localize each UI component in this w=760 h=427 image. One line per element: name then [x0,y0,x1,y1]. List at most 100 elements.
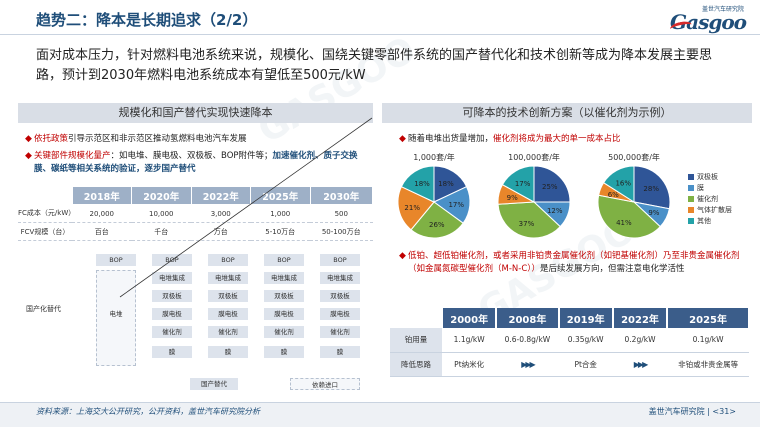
pie-slice [397,186,435,231]
cost-cell: 500 [310,204,373,223]
corner-cell [18,187,72,205]
path-cell: 非铂或非贵金属等 [667,352,749,377]
cell-stack-integration: 电堆集成 [264,272,304,284]
footer-bar [0,402,760,427]
pie-title: 1,000套/年 [413,153,455,162]
pie-data-label: 18% [414,180,430,188]
pie-data-label: 16% [615,179,631,187]
legend-label: 其他 [697,217,711,225]
loading-cell: 0.35g/kW [558,328,613,353]
pie-data-label: 25% [542,183,558,191]
pie-data-label: 28% [643,185,659,193]
year-cell: 2019年 [558,308,614,328]
localization-label: 国产化替代 [26,305,61,313]
year-cell: 2025年 [250,186,311,205]
cost-cell: 3,000 [191,204,251,223]
year-cell: 2000年 [442,308,498,328]
pie-slice [501,165,535,203]
page-number: 盖世汽车研究院 | <31> [648,407,736,416]
legend-item: 催化剂 [688,194,732,205]
volume-row: FCV规模（台） 百台 千台 万台 5-10万台 50-100万台 [18,222,373,241]
legend-label: 气体扩散层 [697,206,732,214]
platinum-loading-row: 铂用量 1.1g/kW 0.6-0.8g/kW 0.35g/kW 0.2g/kW… [390,328,749,353]
left-panel-header: 规模化和国产替代实现快速降本 [18,103,373,123]
volume-cell: 50-100万台 [310,222,373,241]
bullet-highlight: 关键部件规模化量产 [34,151,111,161]
pie-title: 100,000套/年 [508,153,560,162]
legend-item: 气体扩散层 [688,205,732,216]
cost-row: FC成本（元/kW） 20,000 10,000 3,000 1,000 500 [18,204,373,223]
page-title: 趋势二：降本是长期追求（2/2） [36,11,258,29]
legend-swatch [688,218,694,224]
cell-catalyst: 催化剂 [264,326,304,338]
cell-bop: BOP [96,254,136,266]
volume-cell: 千台 [131,222,191,241]
pie-data-label: 17% [448,201,464,209]
logo-en-text: Gasgoo [670,10,747,34]
pie-data-label: 37% [519,220,535,228]
bullet-text: 引导示范区和非示范区推动氢燃料电池汽车发展 [68,134,247,144]
path-cell: Pt纳米化 [442,352,497,377]
pie-slice [497,201,561,239]
legend-item: 其他 [688,216,732,227]
legend-item: 双极板 [688,172,732,183]
bullet-text: 是后续发展方向，但需注意电化学活性 [540,264,685,274]
bullet-icon: ◆ [25,151,32,161]
cell-bipolar: 双极板 [208,290,248,302]
corner-cell [390,308,443,328]
pie-data-label: 9% [648,209,659,217]
legend-import: 依赖进口 [290,378,360,390]
pie-data-label: 41% [616,219,632,227]
cell-bop: BOP [264,254,304,266]
volume-cell: 百台 [72,222,132,241]
pie-data-label: 17% [515,180,531,188]
cell-mea: 膜电极 [152,308,192,320]
bullet-highlight: 依托政策 [34,134,69,144]
pie-legend: 双极板 膜 催化剂 气体扩散层 其他 [688,172,732,227]
cell-bipolar: 双极板 [320,290,360,302]
legend-domestic: 国产替代 [190,378,238,390]
arrow-icon: ▶▶▶ [496,352,559,377]
legend-label: 双极板 [697,173,718,181]
cell-bop: BOP [152,254,192,266]
legend-swatch [688,185,694,191]
row-label: 铂用量 [390,328,442,353]
legend-item: 膜 [688,183,732,194]
pie-data-label: 21% [404,204,420,212]
cell-catalyst: 催化剂 [208,326,248,338]
loading-cell: 0.6-0.8g/kW [496,328,559,353]
catalyst-roadmap-table: 2000年 2008年 2019年 2022年 2025年 铂用量 1.1g/k… [390,308,750,377]
cell-stack-integration: 电堆集成 [320,272,360,284]
brand-logo: 盖世汽车研究院 Gasgoo [656,4,747,38]
source-note: 资料来源：上海交大公开研究，公开资料，盖世汽车研究院分析 [36,407,260,416]
cost-cell: 20,000 [72,204,132,223]
legend-label: 膜 [697,184,704,192]
loading-cell: 0.1g/kW [667,328,749,353]
cell-catalyst: 催化剂 [320,326,360,338]
row-label: 降低思路 [390,352,442,377]
cell-bop: BOP [320,254,360,266]
row-label: FCV规模（台） [18,222,72,241]
path-cell: Pt合金 [558,352,613,377]
cell-mea: 膜电极 [320,308,360,320]
bullet-highlight: 低铂、超低铂催化剂，或者采用非铂贵金属催化剂（如钯基催化剂）乃至非贵金属催化剂（… [408,251,740,274]
cell-mea: 膜电极 [208,308,248,320]
loading-cell: 0.2g/kW [612,328,668,353]
pie-slice [433,165,468,203]
cat-header-row: 2000年 2008年 2019年 2022年 2025年 [390,308,750,328]
pie-slice [400,165,435,203]
pie-slice [633,165,671,210]
pie-data-label: 6% [608,191,619,199]
cell-membrane: 膜 [152,346,192,358]
loading-cell: 1.1g/kW [442,328,497,353]
intro-text: 面对成本压力，针对燃料电池系统来说，规模化、国绕关键零部件系统的国产替代化和技术… [36,48,713,83]
title-divider [0,34,760,35]
cell-catalyst: 催化剂 [152,326,192,338]
year-cell: 2022年 [190,186,251,205]
cell-mea: 膜电极 [264,308,304,320]
pie-data-label: 12% [547,207,563,215]
year-header-row: 2018年 2020年 2022年 2025年 2030年 [18,186,373,205]
cell-stack-integration: 电堆集成 [208,272,248,284]
bullet-highlight: 催化剂将成为最大的单一成本占比 [493,134,621,144]
volume-cell: 5-10万台 [250,222,310,241]
